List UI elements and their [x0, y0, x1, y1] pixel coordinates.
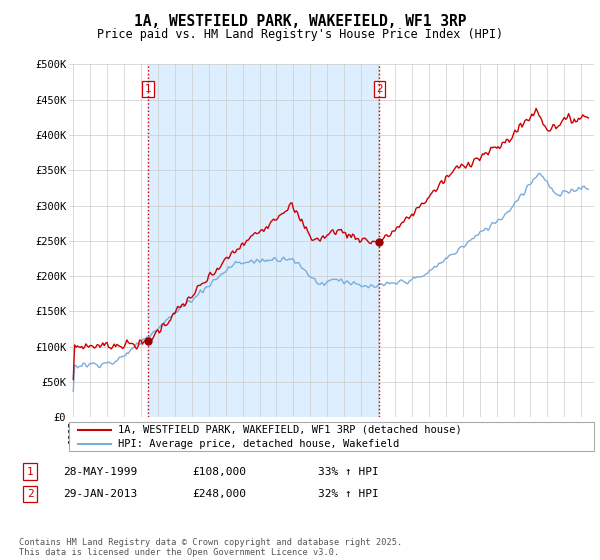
- Text: £108,000: £108,000: [192, 466, 246, 477]
- Text: HPI: Average price, detached house, Wakefield: HPI: Average price, detached house, Wake…: [118, 438, 400, 449]
- Text: 29-JAN-2013: 29-JAN-2013: [63, 489, 137, 499]
- Text: 1A, WESTFIELD PARK, WAKEFIELD, WF1 3RP (detached house): 1A, WESTFIELD PARK, WAKEFIELD, WF1 3RP (…: [118, 425, 462, 435]
- Text: Contains HM Land Registry data © Crown copyright and database right 2025.
This d: Contains HM Land Registry data © Crown c…: [19, 538, 403, 557]
- Bar: [148, 64, 379, 417]
- Text: Price paid vs. HM Land Registry's House Price Index (HPI): Price paid vs. HM Land Registry's House …: [97, 28, 503, 41]
- Text: 33% ↑ HPI: 33% ↑ HPI: [318, 466, 379, 477]
- Text: 1: 1: [26, 466, 34, 477]
- Text: 1A, WESTFIELD PARK, WAKEFIELD, WF1 3RP: 1A, WESTFIELD PARK, WAKEFIELD, WF1 3RP: [134, 14, 466, 29]
- Text: 32% ↑ HPI: 32% ↑ HPI: [318, 489, 379, 499]
- Text: 2: 2: [376, 84, 383, 94]
- Text: 28-MAY-1999: 28-MAY-1999: [63, 466, 137, 477]
- Text: 2: 2: [26, 489, 34, 499]
- Text: 1: 1: [145, 84, 151, 94]
- Text: £248,000: £248,000: [192, 489, 246, 499]
